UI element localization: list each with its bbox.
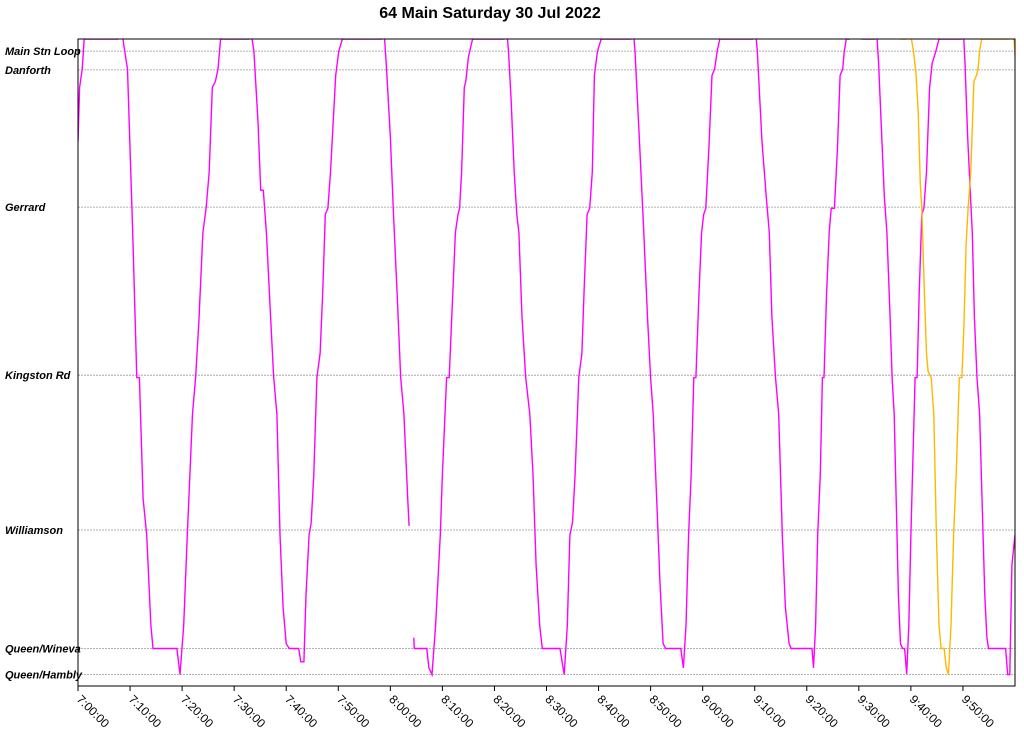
stop-label: Kingston Rd [5,370,71,382]
x-axis: 7:00:00 7:10:00 7:20:00 7:30:00 7:40:00 7:50:… [74,686,997,731]
x-tick-label: 7:30:00 [230,692,268,730]
vehicle-trace-3 [900,39,1015,675]
x-tick-label: 7:10:00 [126,692,164,730]
x-tick-label: 8:10:00 [438,692,476,730]
plot-frame [77,38,1016,687]
x-tick-label: 7:50:00 [334,692,372,730]
x-tick-label: 9:50:00 [959,692,997,730]
x-tick-label: 7:20:00 [178,692,216,730]
x-tick-label: 7:00:00 [74,692,112,730]
vehicle-traces [78,39,1015,678]
stop-label: Queen/Hambly [5,670,83,682]
vehicle-trace-1 [78,39,410,675]
chart-title: 64 Main Saturday 30 Jul 2022 [379,5,601,22]
stop-labels: Main Stn Loop Danforth Gerrard Kingston Rd W… [5,46,83,681]
x-tick-label: 8:00:00 [386,692,424,730]
stop-label: Gerrard [5,202,46,214]
stop-label: Queen/Wineva [5,644,81,656]
x-tick-label: 8:40:00 [594,692,632,730]
x-tick-label: 9:40:00 [907,692,945,730]
x-tick-label: 8:20:00 [490,692,528,730]
stop-label: Williamson [5,525,63,537]
gridlines [78,50,1015,675]
x-tick-label: 8:50:00 [646,692,684,730]
x-tick-label: 9:30:00 [855,692,893,730]
stop-label: Danforth [5,65,51,77]
x-tick-label: 9:00:00 [699,692,737,730]
x-tick-label: 9:20:00 [803,692,841,730]
x-tick-label: 9:10:00 [751,692,789,730]
vehicle-trace-2 [413,39,1015,678]
stop-label: Main Stn Loop [5,46,81,58]
x-tick-label: 7:40:00 [282,692,320,730]
x-tick-label: 8:30:00 [542,692,580,730]
